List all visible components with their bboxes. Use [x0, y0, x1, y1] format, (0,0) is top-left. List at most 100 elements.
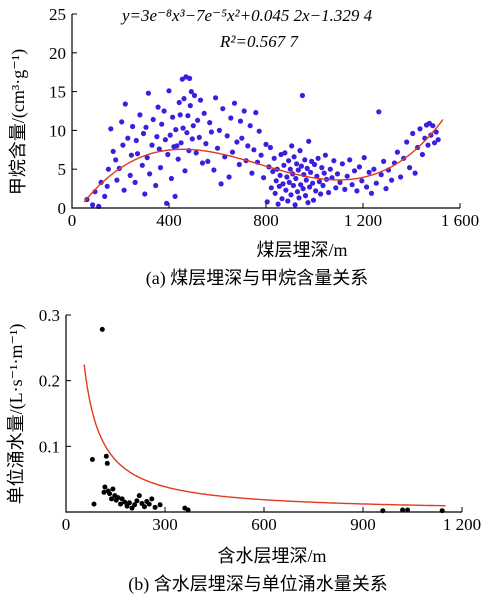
data-point: [130, 123, 136, 130]
data-point: [144, 155, 150, 161]
data-point: [237, 118, 244, 124]
data-point: [188, 89, 194, 95]
data-point: [405, 507, 411, 513]
data-point: [187, 103, 193, 109]
data-point: [176, 99, 182, 106]
data-point: [166, 88, 172, 94]
data-point: [373, 180, 379, 186]
data-point: [156, 146, 162, 152]
data-point: [297, 148, 303, 154]
data-point: [185, 507, 191, 513]
chart-a-methane-vs-coal-depth: y=3e⁻⁸x³−7e⁻⁵x²+0.045 2x−1.329 4 R²=0.56…: [8, 5, 479, 289]
data-point: [378, 172, 384, 178]
data-point: [137, 112, 143, 118]
data-point: [234, 139, 240, 145]
data-point: [134, 151, 141, 157]
data-point: [277, 172, 283, 178]
data-point: [331, 158, 337, 164]
y-tick-label: 0.3: [39, 306, 60, 325]
x-tick-label: 1 600: [441, 211, 479, 230]
data-point: [310, 197, 317, 203]
x-tick-label: 0: [68, 211, 77, 230]
data-point: [249, 170, 255, 176]
data-point: [189, 136, 195, 142]
data-point: [333, 185, 339, 191]
data-point: [273, 178, 279, 184]
x-tick-label: 1 200: [344, 211, 382, 230]
data-point: [173, 127, 179, 133]
data-point: [289, 143, 295, 149]
data-point: [172, 193, 178, 199]
data-point: [315, 155, 321, 161]
data-point: [307, 184, 313, 190]
data-point: [118, 501, 123, 507]
data-point: [334, 171, 341, 177]
x-tick-label: 1 200: [443, 515, 481, 534]
data-point: [99, 326, 105, 332]
data-point: [165, 151, 171, 158]
data-point: [356, 164, 362, 170]
data-point: [407, 165, 413, 171]
chart-b-caption: (b) 含水层埋深与单位涌水量关系: [128, 574, 388, 595]
data-point: [412, 170, 418, 176]
data-point: [231, 100, 238, 106]
data-point: [268, 185, 274, 191]
data-point: [278, 151, 284, 158]
data-point: [139, 162, 145, 168]
data-point: [305, 200, 311, 206]
data-point: [203, 141, 209, 147]
y-tick-label: 20: [49, 44, 66, 63]
data-point: [174, 143, 180, 149]
data-point: [299, 92, 305, 99]
data-point: [251, 147, 257, 153]
data-point: [120, 142, 126, 148]
chart-b-fit-curve: [83, 364, 446, 507]
data-point: [190, 123, 196, 129]
data-point: [327, 166, 333, 172]
data-point: [294, 189, 301, 195]
data-point: [381, 158, 387, 164]
data-point: [157, 502, 163, 508]
data-point: [115, 495, 121, 501]
data-point: [108, 126, 114, 132]
data-point: [132, 179, 138, 185]
data-point: [261, 175, 267, 181]
data-point: [239, 135, 245, 141]
data-point: [205, 158, 211, 164]
data-point: [91, 501, 97, 507]
x-tick-label: 900: [350, 515, 376, 534]
chart-b-y-axis-title: 单位涌水量/(L·s⁻¹·m⁻¹): [6, 324, 27, 505]
data-point: [400, 507, 406, 513]
data-point: [319, 165, 325, 171]
data-point: [133, 137, 139, 144]
y-tick-label: 15: [49, 83, 66, 102]
data-point: [351, 168, 358, 174]
data-point: [280, 181, 286, 187]
data-point: [284, 174, 290, 180]
data-point: [294, 161, 300, 167]
data-point: [287, 166, 293, 172]
data-point: [110, 486, 116, 492]
y-tick-label: 0.1: [39, 437, 60, 456]
data-point: [339, 161, 345, 167]
data-point: [181, 96, 187, 102]
data-point: [150, 116, 156, 123]
data-point: [195, 117, 201, 123]
data-point: [419, 151, 425, 158]
y-tick-label: 5: [58, 160, 67, 179]
data-point: [147, 171, 153, 177]
data-point: [326, 189, 332, 196]
data-point: [102, 193, 108, 199]
data-point: [253, 110, 259, 116]
data-point: [224, 133, 230, 139]
data-point: [359, 178, 365, 184]
data-point: [191, 92, 198, 99]
data-point: [143, 124, 149, 130]
chart-b-water-inflow-vs-aquifer-depth: 0 300 600 900 1 200 0.1 0.2 0.3 含水层埋深/m 单位涌水量/…: [6, 306, 481, 595]
data-point: [404, 139, 410, 145]
y-tick-label: 0.2: [39, 372, 60, 391]
data-point: [226, 174, 232, 180]
data-point: [180, 125, 186, 131]
data-point: [121, 187, 127, 193]
data-point: [175, 156, 181, 162]
